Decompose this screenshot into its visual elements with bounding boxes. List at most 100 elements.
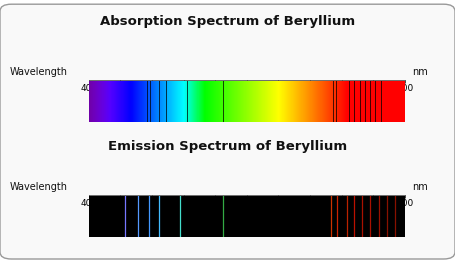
Bar [321, 81, 322, 122]
Bar [229, 81, 230, 122]
Bar [263, 81, 264, 122]
Bar [248, 81, 249, 122]
Bar [95, 81, 96, 122]
Bar [184, 81, 185, 122]
Bar [377, 81, 378, 122]
Bar [233, 81, 234, 122]
Bar [305, 81, 306, 122]
Bar [358, 81, 359, 122]
Bar [252, 81, 253, 122]
Bar [363, 81, 364, 122]
Bar [276, 81, 277, 122]
Bar [255, 81, 256, 122]
Bar [315, 81, 316, 122]
Bar [348, 81, 349, 122]
Bar [330, 81, 331, 122]
Bar [209, 81, 210, 122]
Bar [140, 81, 141, 122]
Bar [173, 81, 174, 122]
Bar [145, 81, 146, 122]
Bar [323, 81, 324, 122]
Bar [237, 81, 238, 122]
Bar [310, 81, 311, 122]
Bar [198, 81, 199, 122]
Bar [385, 81, 386, 122]
Bar [308, 81, 309, 122]
Bar [389, 81, 390, 122]
Bar [185, 81, 186, 122]
Bar [236, 81, 237, 122]
Bar [228, 81, 229, 122]
Bar [250, 81, 251, 122]
Bar [382, 81, 383, 122]
Bar [97, 81, 98, 122]
Bar [351, 81, 352, 122]
Bar [219, 81, 220, 122]
Bar [221, 81, 222, 122]
Bar [172, 81, 173, 122]
Bar [368, 81, 369, 122]
Bar [372, 81, 373, 122]
Bar [254, 81, 255, 122]
Bar [303, 81, 304, 122]
Bar [274, 81, 275, 122]
Bar [325, 81, 326, 122]
Bar [232, 81, 233, 122]
Bar [153, 81, 154, 122]
Bar [399, 81, 400, 122]
Bar [365, 81, 366, 122]
Bar [169, 81, 170, 122]
Bar [202, 81, 203, 122]
Bar [206, 81, 207, 122]
Bar [193, 81, 194, 122]
Bar [257, 81, 258, 122]
Bar [192, 81, 193, 122]
Bar [387, 81, 388, 122]
Bar [111, 81, 112, 122]
Bar [334, 81, 335, 122]
Bar [102, 81, 103, 122]
Bar [319, 81, 320, 122]
Bar [245, 81, 246, 122]
Bar [118, 81, 119, 122]
Bar [400, 81, 401, 122]
Bar [110, 81, 111, 122]
Bar [191, 81, 192, 122]
Bar [130, 81, 131, 122]
Bar [316, 81, 317, 122]
Bar [271, 81, 272, 122]
Bar [190, 81, 191, 122]
Bar [379, 81, 380, 122]
Bar [290, 81, 291, 122]
Bar [181, 81, 182, 122]
Bar [367, 81, 368, 122]
Bar [238, 81, 239, 122]
Bar [165, 81, 166, 122]
Bar [370, 81, 371, 122]
Text: nm: nm [412, 67, 428, 77]
Bar [361, 81, 362, 122]
Text: nm: nm [412, 182, 428, 192]
Bar [331, 81, 332, 122]
Bar [285, 81, 286, 122]
Bar [337, 81, 338, 122]
Bar [156, 81, 157, 122]
Bar [114, 81, 115, 122]
Bar [162, 81, 163, 122]
Bar [244, 81, 245, 122]
Bar [359, 81, 360, 122]
Bar [279, 81, 280, 122]
Bar [335, 81, 336, 122]
Bar [302, 81, 303, 122]
Bar [240, 81, 241, 122]
Bar [91, 81, 92, 122]
Bar [291, 81, 292, 122]
Bar [150, 81, 151, 122]
Bar [242, 81, 243, 122]
Bar [329, 81, 330, 122]
Bar [281, 81, 282, 122]
Bar [314, 81, 315, 122]
Bar [398, 81, 399, 122]
Bar [306, 81, 307, 122]
Bar [176, 81, 177, 122]
